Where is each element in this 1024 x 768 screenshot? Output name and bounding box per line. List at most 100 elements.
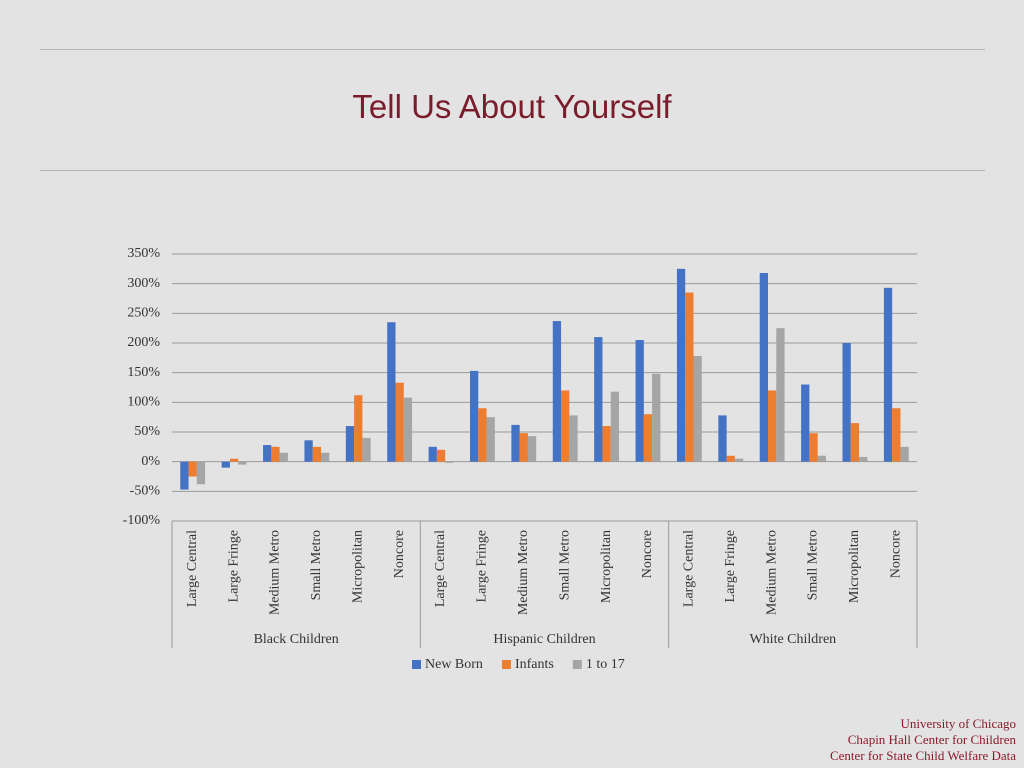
x-tick-label: Micropolitan: [847, 530, 862, 603]
x-tick-label: Large Fringe: [475, 530, 490, 602]
bar: [403, 397, 413, 462]
legend-label: New Born: [425, 657, 483, 672]
bar: [279, 452, 288, 462]
y-tick-label: 200%: [127, 335, 160, 350]
y-tick-label: 50%: [134, 424, 160, 439]
bar: [221, 461, 230, 468]
bar: [776, 328, 785, 462]
x-tick-label: Medium Metro: [268, 530, 283, 615]
bar: [850, 423, 860, 462]
bar: [354, 395, 363, 462]
bar: [362, 437, 371, 462]
bar: [817, 455, 826, 462]
x-tick-label: Small Metro: [557, 530, 572, 600]
y-tick-label: 300%: [127, 276, 160, 291]
group-label: White Children: [749, 632, 836, 647]
bar: [428, 446, 437, 462]
y-tick-label: -50%: [130, 484, 161, 499]
bar: [643, 414, 653, 462]
bar: [527, 436, 537, 462]
y-tick-label: 350%: [127, 246, 160, 261]
bar: [436, 449, 446, 462]
y-tick-label: 100%: [127, 395, 160, 410]
bar: [892, 408, 901, 462]
y-tick-label: 150%: [127, 365, 160, 380]
bar: [801, 384, 810, 462]
bar: [676, 268, 686, 462]
bar: [685, 292, 694, 462]
bar: [321, 452, 330, 462]
footer-line: University of Chicago: [900, 716, 1016, 731]
footer: University of Chicago Chapin Hall Center…: [830, 716, 1016, 764]
bar: [734, 458, 744, 462]
bar: [345, 426, 355, 462]
x-tick-label: Small Metro: [309, 530, 324, 600]
bar: [478, 408, 487, 462]
y-tick-label: -100%: [123, 513, 161, 528]
title-rule: [40, 170, 985, 171]
bar: [312, 446, 321, 462]
footer-line: Center for State Child Welfare Data: [829, 748, 1016, 763]
legend-label: Infants: [515, 657, 554, 672]
bar: [569, 415, 578, 462]
bar: [445, 461, 454, 463]
bar: [602, 426, 611, 462]
bar: [759, 272, 768, 462]
group-label: Hispanic Children: [493, 632, 595, 647]
bar: [859, 456, 868, 462]
bar: [693, 356, 702, 462]
bar: [809, 433, 818, 462]
bar: [561, 390, 570, 462]
bar: [511, 424, 520, 462]
bar: [726, 455, 735, 462]
x-tick-label: Small Metro: [806, 530, 821, 600]
x-tick-label: Large Fringe: [226, 530, 241, 602]
footer-line: Chapin Hall Center for Children: [847, 732, 1016, 747]
bar: [238, 461, 247, 465]
bar: [768, 390, 777, 462]
x-tick-label: Medium Metro: [764, 530, 779, 615]
bar: [900, 446, 909, 462]
bar: [610, 391, 619, 462]
bar: [652, 373, 661, 462]
bar: [842, 343, 851, 462]
legend-swatch: [412, 660, 421, 669]
bar: [271, 446, 280, 462]
bar: [883, 287, 893, 462]
x-tick-label: Noncore: [889, 530, 904, 578]
x-tick-label: Large Central: [433, 530, 448, 607]
bar: [395, 382, 404, 462]
x-tick-label: Large Central: [682, 530, 697, 607]
legend-swatch: [572, 660, 582, 669]
bar: [196, 461, 206, 485]
bar: [594, 337, 603, 462]
bar: [180, 461, 189, 490]
y-tick-label: 250%: [127, 306, 160, 321]
bar: [718, 415, 727, 462]
top-rule: [40, 49, 985, 50]
chart: -100% -50% 0% 50% 100% 150% 200% 250% 300% 350% La…: [123, 246, 918, 672]
bar: [486, 417, 495, 462]
bar: [552, 321, 562, 462]
x-tick-label: Noncore: [392, 530, 407, 578]
x-tick-label: Large Fringe: [723, 530, 738, 602]
bar: [635, 340, 644, 462]
bar: [519, 433, 528, 462]
bar: [304, 440, 313, 462]
bar: [229, 458, 239, 462]
group-label: Black Children: [254, 632, 339, 647]
x-tick-label: Large Central: [185, 530, 200, 607]
legend-swatch: [501, 660, 511, 669]
x-tick-label: Medium Metro: [516, 530, 531, 615]
bar: [263, 445, 272, 462]
x-tick-label: Micropolitan: [350, 530, 365, 603]
bar: [470, 370, 479, 462]
x-tick-label: Noncore: [640, 530, 655, 578]
x-tick-label: Micropolitan: [599, 530, 614, 603]
legend-label: 1 to 17: [586, 657, 625, 672]
bar: [387, 322, 396, 462]
bar: [188, 461, 197, 477]
y-tick-label: 0%: [141, 454, 160, 469]
slide-title: Tell Us About Yourself: [352, 88, 672, 125]
